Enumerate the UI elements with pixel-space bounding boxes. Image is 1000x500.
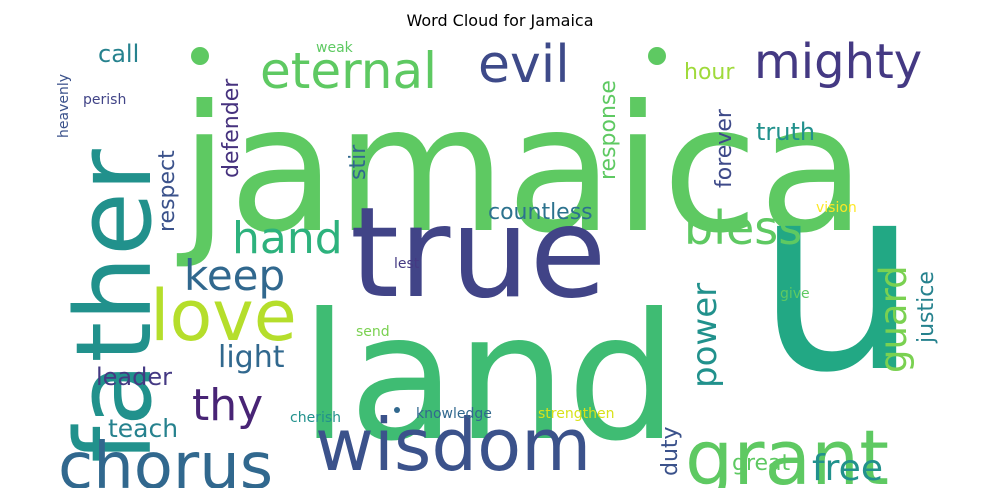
word-u: u bbox=[755, 128, 920, 430]
word-grant: grant bbox=[685, 413, 889, 488]
word-wisdom: wisdom bbox=[315, 403, 591, 487]
word-guard: guard bbox=[872, 265, 915, 373]
word-send: send bbox=[356, 324, 390, 340]
dot-mark bbox=[394, 407, 400, 413]
word-perish: perish bbox=[83, 92, 126, 108]
word-countless: countless bbox=[488, 200, 593, 225]
word-respect: respect bbox=[155, 150, 180, 232]
word-justice: justice bbox=[914, 271, 939, 344]
word-heavenly: heavenly bbox=[56, 74, 72, 138]
word-eternal: eternal bbox=[260, 42, 437, 100]
word-hour: hour bbox=[684, 60, 735, 85]
word-vision: vision bbox=[816, 200, 857, 216]
word-jamaica: jamaica bbox=[176, 69, 866, 272]
word-keep: keep bbox=[184, 251, 285, 300]
word-land: land bbox=[300, 277, 678, 480]
word-chorus: chorus bbox=[58, 430, 273, 488]
dot-mark bbox=[191, 47, 209, 65]
word-teach: teach bbox=[108, 414, 178, 443]
dot-mark bbox=[648, 47, 666, 65]
word-knowledge: knowledge bbox=[416, 406, 492, 422]
word-evil: evil bbox=[478, 38, 570, 95]
word-leader: leader bbox=[96, 363, 172, 391]
word-power: power bbox=[685, 283, 725, 388]
word-free: free bbox=[812, 448, 883, 488]
word-mighty: mighty bbox=[754, 38, 922, 90]
word-light: light bbox=[218, 340, 285, 375]
word-weak: weak bbox=[316, 40, 354, 56]
word-lest: lest bbox=[394, 256, 420, 272]
word-bless: bless bbox=[684, 201, 802, 255]
word-father: father bbox=[53, 149, 175, 463]
word-thy: thy bbox=[192, 380, 263, 431]
word-defender: defender bbox=[219, 78, 244, 178]
word-give: give bbox=[780, 286, 810, 302]
word-hand: hand bbox=[232, 213, 343, 264]
chart-title: Word Cloud for Jamaica bbox=[406, 11, 594, 30]
word-response: response bbox=[596, 80, 621, 180]
word-great: great bbox=[732, 451, 791, 476]
word-strengthen: strengthen bbox=[538, 406, 614, 422]
word-love: love bbox=[150, 275, 297, 357]
word-truth: truth bbox=[756, 118, 815, 146]
word-duty: duty bbox=[658, 426, 683, 476]
word-stir: stir bbox=[346, 144, 371, 180]
word-call: call bbox=[98, 40, 139, 68]
word-forever: forever bbox=[712, 108, 737, 188]
word-true: true bbox=[350, 181, 607, 326]
word-cherish: cherish bbox=[290, 410, 341, 426]
